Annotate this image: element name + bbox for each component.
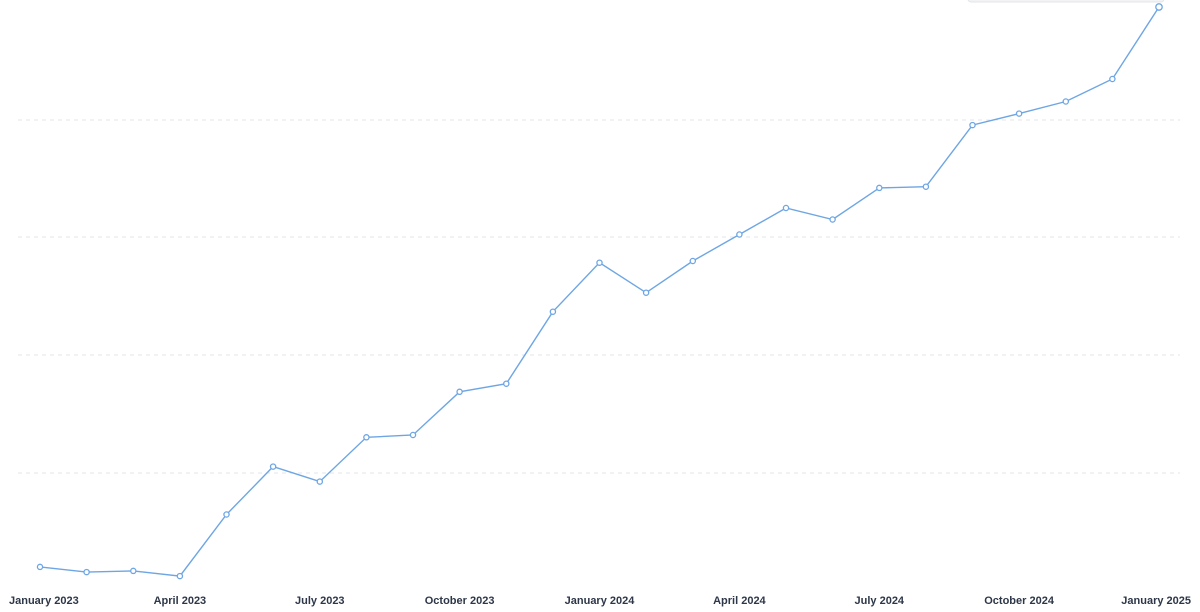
data-points bbox=[36, 3, 1163, 580]
x-tick-label: January 2024 bbox=[565, 595, 636, 607]
data-point[interactable] bbox=[503, 380, 510, 387]
data-point[interactable] bbox=[269, 463, 277, 470]
data-point[interactable] bbox=[409, 431, 417, 439]
x-tick-label: January 2023 bbox=[9, 595, 79, 607]
data-point[interactable] bbox=[456, 388, 463, 396]
data-point[interactable] bbox=[130, 567, 137, 575]
data-point[interactable] bbox=[782, 204, 790, 212]
x-tick-label: July 2023 bbox=[295, 595, 345, 607]
data-point[interactable] bbox=[596, 259, 603, 266]
data-point[interactable] bbox=[736, 231, 743, 238]
data-point[interactable] bbox=[223, 511, 230, 518]
x-tick-label: October 2024 bbox=[984, 595, 1055, 607]
data-point[interactable] bbox=[176, 572, 184, 580]
x-tick-label: April 2024 bbox=[713, 595, 766, 607]
data-point[interactable] bbox=[1062, 98, 1070, 105]
tooltip-edge bbox=[967, 0, 1165, 3]
data-point[interactable] bbox=[1109, 75, 1116, 83]
x-tick-label: April 2023 bbox=[154, 595, 207, 607]
data-point[interactable] bbox=[83, 568, 90, 576]
data-point[interactable] bbox=[363, 434, 370, 441]
data-point[interactable] bbox=[876, 184, 883, 192]
data-point[interactable] bbox=[549, 308, 557, 315]
series-line bbox=[39, 6, 1160, 577]
data-point[interactable] bbox=[36, 563, 44, 571]
x-tick-label: July 2024 bbox=[855, 595, 905, 607]
data-point[interactable] bbox=[829, 216, 836, 223]
data-point[interactable] bbox=[316, 478, 324, 485]
data-point[interactable] bbox=[1155, 3, 1163, 11]
data-point[interactable] bbox=[969, 121, 976, 129]
grid-lines bbox=[18, 119, 1180, 474]
x-tick-label: January 2025 bbox=[1121, 595, 1191, 607]
data-point[interactable] bbox=[922, 183, 930, 190]
x-axis-tick-labels: January 2023 April 2023 July 2023 October 2… bbox=[9, 595, 1191, 607]
data-point[interactable] bbox=[689, 257, 697, 265]
x-tick-label: October 2023 bbox=[425, 595, 495, 607]
data-point[interactable] bbox=[642, 289, 650, 296]
data-point[interactable] bbox=[1015, 110, 1023, 117]
